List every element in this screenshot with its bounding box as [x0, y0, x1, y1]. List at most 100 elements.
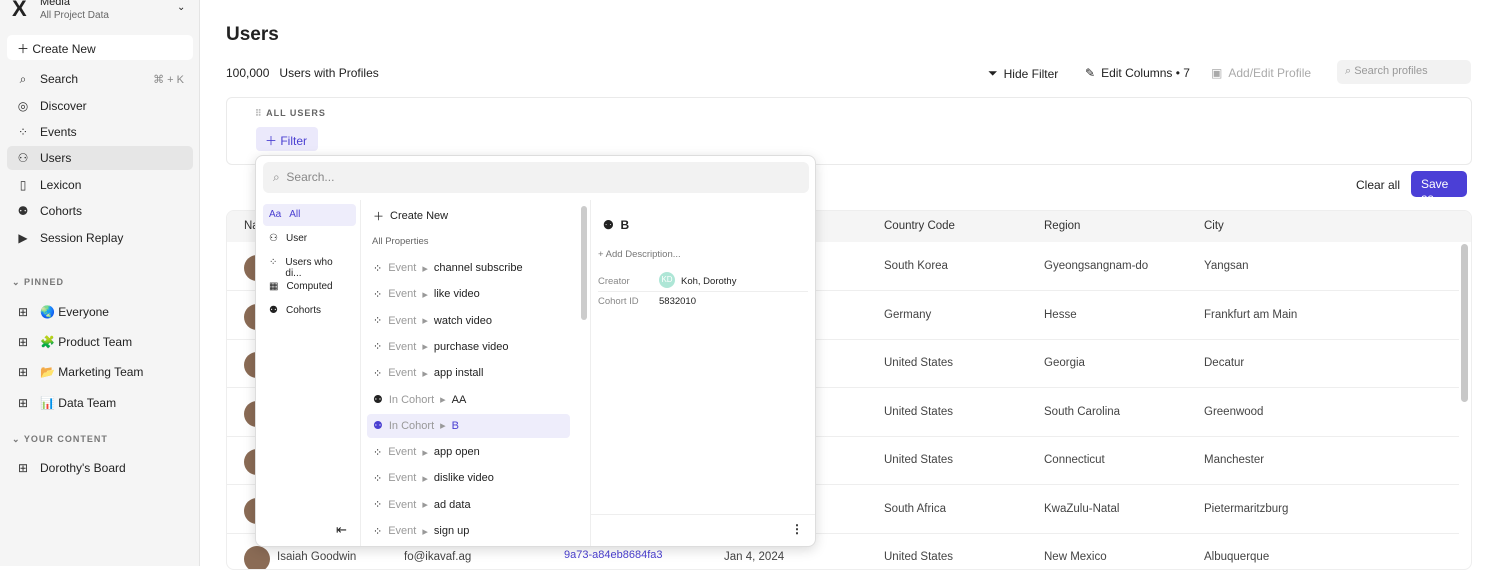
col-region[interactable]: Region [1044, 220, 1081, 232]
all-users-label: ⠿ ALL USERS [255, 108, 326, 118]
pinned-section[interactable]: ⌄ PINNED [12, 277, 65, 287]
hide-filter-button[interactable]: ⏷ Hide Filter [988, 66, 1058, 81]
caret-right-icon: ▸ [422, 472, 428, 485]
col-city[interactable]: City [1204, 220, 1224, 232]
all-properties-heading: All Properties [372, 236, 429, 247]
pinned-data-team[interactable]: ⊞ 📊 Data Team [7, 391, 193, 415]
category-computed[interactable]: ▦ Computed [269, 281, 333, 292]
book-icon: ▯ [19, 178, 27, 192]
cell-country: Germany [884, 308, 932, 321]
save-as-button[interactable]: Save as [1411, 171, 1467, 205]
property-item[interactable]: ⁘ Event ▸ like video [367, 282, 570, 306]
table-scrollbar[interactable] [1461, 244, 1468, 402]
plus-icon: ＋ [17, 42, 33, 56]
col-country[interactable]: Country Code [884, 220, 955, 232]
caret-right-icon: ▸ [422, 367, 428, 380]
sidebar-item-cohorts[interactable]: ⚉ Cohorts [7, 199, 193, 223]
events-icon: ⁘ [373, 262, 383, 275]
add-edit-profile-button[interactable]: ▣ Add/Edit Profile [1211, 66, 1311, 80]
create-new-button[interactable]: ＋ Create New [7, 35, 193, 60]
chevron-down-icon[interactable]: ⌄ [177, 2, 186, 13]
project-name[interactable]: Media [40, 0, 70, 8]
clear-all-button[interactable]: Clear all [1356, 178, 1401, 192]
item-name: like video [433, 288, 480, 301]
pinned-everyone[interactable]: ⊞ 🌏 Everyone [7, 300, 193, 324]
create-new-property[interactable]: ＋ Create New [373, 210, 449, 223]
property-item[interactable]: ⚉ In Cohort ▸ B [367, 413, 570, 438]
nav-label: 🌏 Everyone [40, 305, 109, 319]
property-item[interactable]: ⁘ Event ▸ watch video [367, 309, 570, 333]
edit-columns-button[interactable]: ✎ Edit Columns • 7 [1085, 66, 1190, 80]
caret-right-icon: ▸ [440, 420, 446, 433]
cell-city: Greenwood [1204, 405, 1264, 418]
drag-handle-icon: ⠿ [255, 108, 267, 118]
sidebar-item-discover[interactable]: ◎ Discover [7, 94, 193, 118]
creator-label: Creator [598, 276, 630, 287]
events-icon: ⁘ [17, 125, 29, 139]
caret-right-icon: ▸ [422, 341, 428, 354]
search-icon: ⌕ [273, 170, 287, 184]
sidebar-item-lexicon[interactable]: ▯ Lexicon [7, 173, 193, 197]
property-item[interactable]: ⁘ Event ▸ app open [367, 440, 570, 464]
nav-label: 🧩 Product Team [40, 335, 133, 349]
grid-icon: ⊞ [17, 335, 29, 349]
cell-region: Connecticut [1044, 454, 1105, 466]
property-item[interactable]: ⁘ Event ▸ sign up [367, 519, 570, 543]
property-item[interactable]: ⚉ In Cohort ▸ AA [367, 388, 570, 412]
nav-label: Discover [40, 99, 87, 113]
sidebar-item-session-replay[interactable]: ▶ Session Replay [7, 226, 193, 250]
your-content-section[interactable]: ⌄ YOUR CONTENT [12, 434, 108, 444]
logo-icon: Ẋ [12, 0, 27, 21]
sidebar-item-search[interactable]: ⌕ Search ⌘ + K [7, 67, 193, 91]
cell-name: Isaiah Goodwin [277, 551, 357, 563]
category-list: Aa All ⚇ User ⁘ Users who di... ▦ Computed ⚉… [256, 200, 361, 546]
cell-country: United States [884, 551, 954, 563]
caret-right-icon: ▸ [422, 262, 428, 275]
pinned-marketing-team[interactable]: ⊞ 📂 Marketing Team [7, 360, 193, 384]
item-kind: In Cohort [388, 393, 435, 406]
property-item[interactable]: ⁘ Event ▸ ad data [367, 493, 570, 517]
cell-city: Albuquerque [1204, 551, 1270, 563]
board-dorothy[interactable]: ⊞ Dorothy's Board [7, 456, 193, 480]
cell-email: fo@ikavaf.ag [404, 551, 472, 563]
aa-icon: Aa [269, 209, 282, 220]
category-all[interactable]: Aa All [263, 204, 356, 226]
add-description[interactable]: + Add Description... [598, 249, 681, 260]
cell-region: KwaZulu-Natal [1044, 502, 1120, 515]
sidebar-item-events[interactable]: ⁘ Events [7, 120, 193, 144]
search-profiles-input[interactable]: ⌕ Search profiles [1337, 60, 1471, 84]
category-user[interactable]: ⚇ User [269, 233, 308, 244]
label: Filter [280, 134, 308, 148]
category-cohorts[interactable]: ⚉ Cohorts [269, 305, 321, 316]
property-search-input[interactable]: ⌕ Search... [263, 162, 809, 193]
item-name: purchase video [433, 340, 509, 353]
cell-country: United States [884, 405, 954, 418]
events-icon: ⁘ [373, 288, 383, 301]
page-title: Users [226, 24, 279, 45]
property-item[interactable]: ⁘ Event ▸ app install [367, 361, 570, 385]
create-new-label: Create New [32, 42, 96, 56]
avatar [244, 546, 270, 569]
filter-dropdown: ⌕ Search... Aa All ⚇ User ⁘ Users who di...… [255, 155, 816, 547]
collapse-icon[interactable]: ⇤ [336, 522, 347, 537]
sidebar-item-users[interactable]: ⚇ Users [7, 146, 193, 170]
caret-right-icon: ▸ [422, 288, 428, 301]
property-list-scrollbar[interactable] [581, 206, 587, 320]
item-name: B [451, 419, 459, 432]
property-item[interactable]: ⁘ Event ▸ purchase video [367, 335, 570, 359]
events-icon: ⁘ [373, 499, 383, 512]
property-item[interactable]: ⁘ Event ▸ channel subscribe [367, 256, 570, 280]
nav-label: Lexicon [40, 178, 82, 192]
nav-label: Search [40, 72, 79, 86]
category-users-who-did[interactable]: ⁘ Users who di... [269, 257, 333, 279]
events-icon: ⁘ [373, 367, 383, 380]
pinned-product-team[interactable]: ⊞ 🧩 Product Team [7, 330, 193, 354]
property-item[interactable]: ⁘ Event ▸ dislike video [367, 466, 570, 490]
more-icon[interactable]: ⋮ [791, 522, 803, 536]
property-list: ＋ Create New All Properties ⁘ Event ▸ channe… [361, 200, 591, 546]
filter-button[interactable]: ＋ Filter [256, 127, 318, 151]
item-name: ad data [433, 498, 471, 511]
events-icon: ⁘ [373, 315, 383, 328]
grid-icon: ⊞ [17, 365, 29, 379]
users-icon: ⚇ [17, 151, 29, 165]
